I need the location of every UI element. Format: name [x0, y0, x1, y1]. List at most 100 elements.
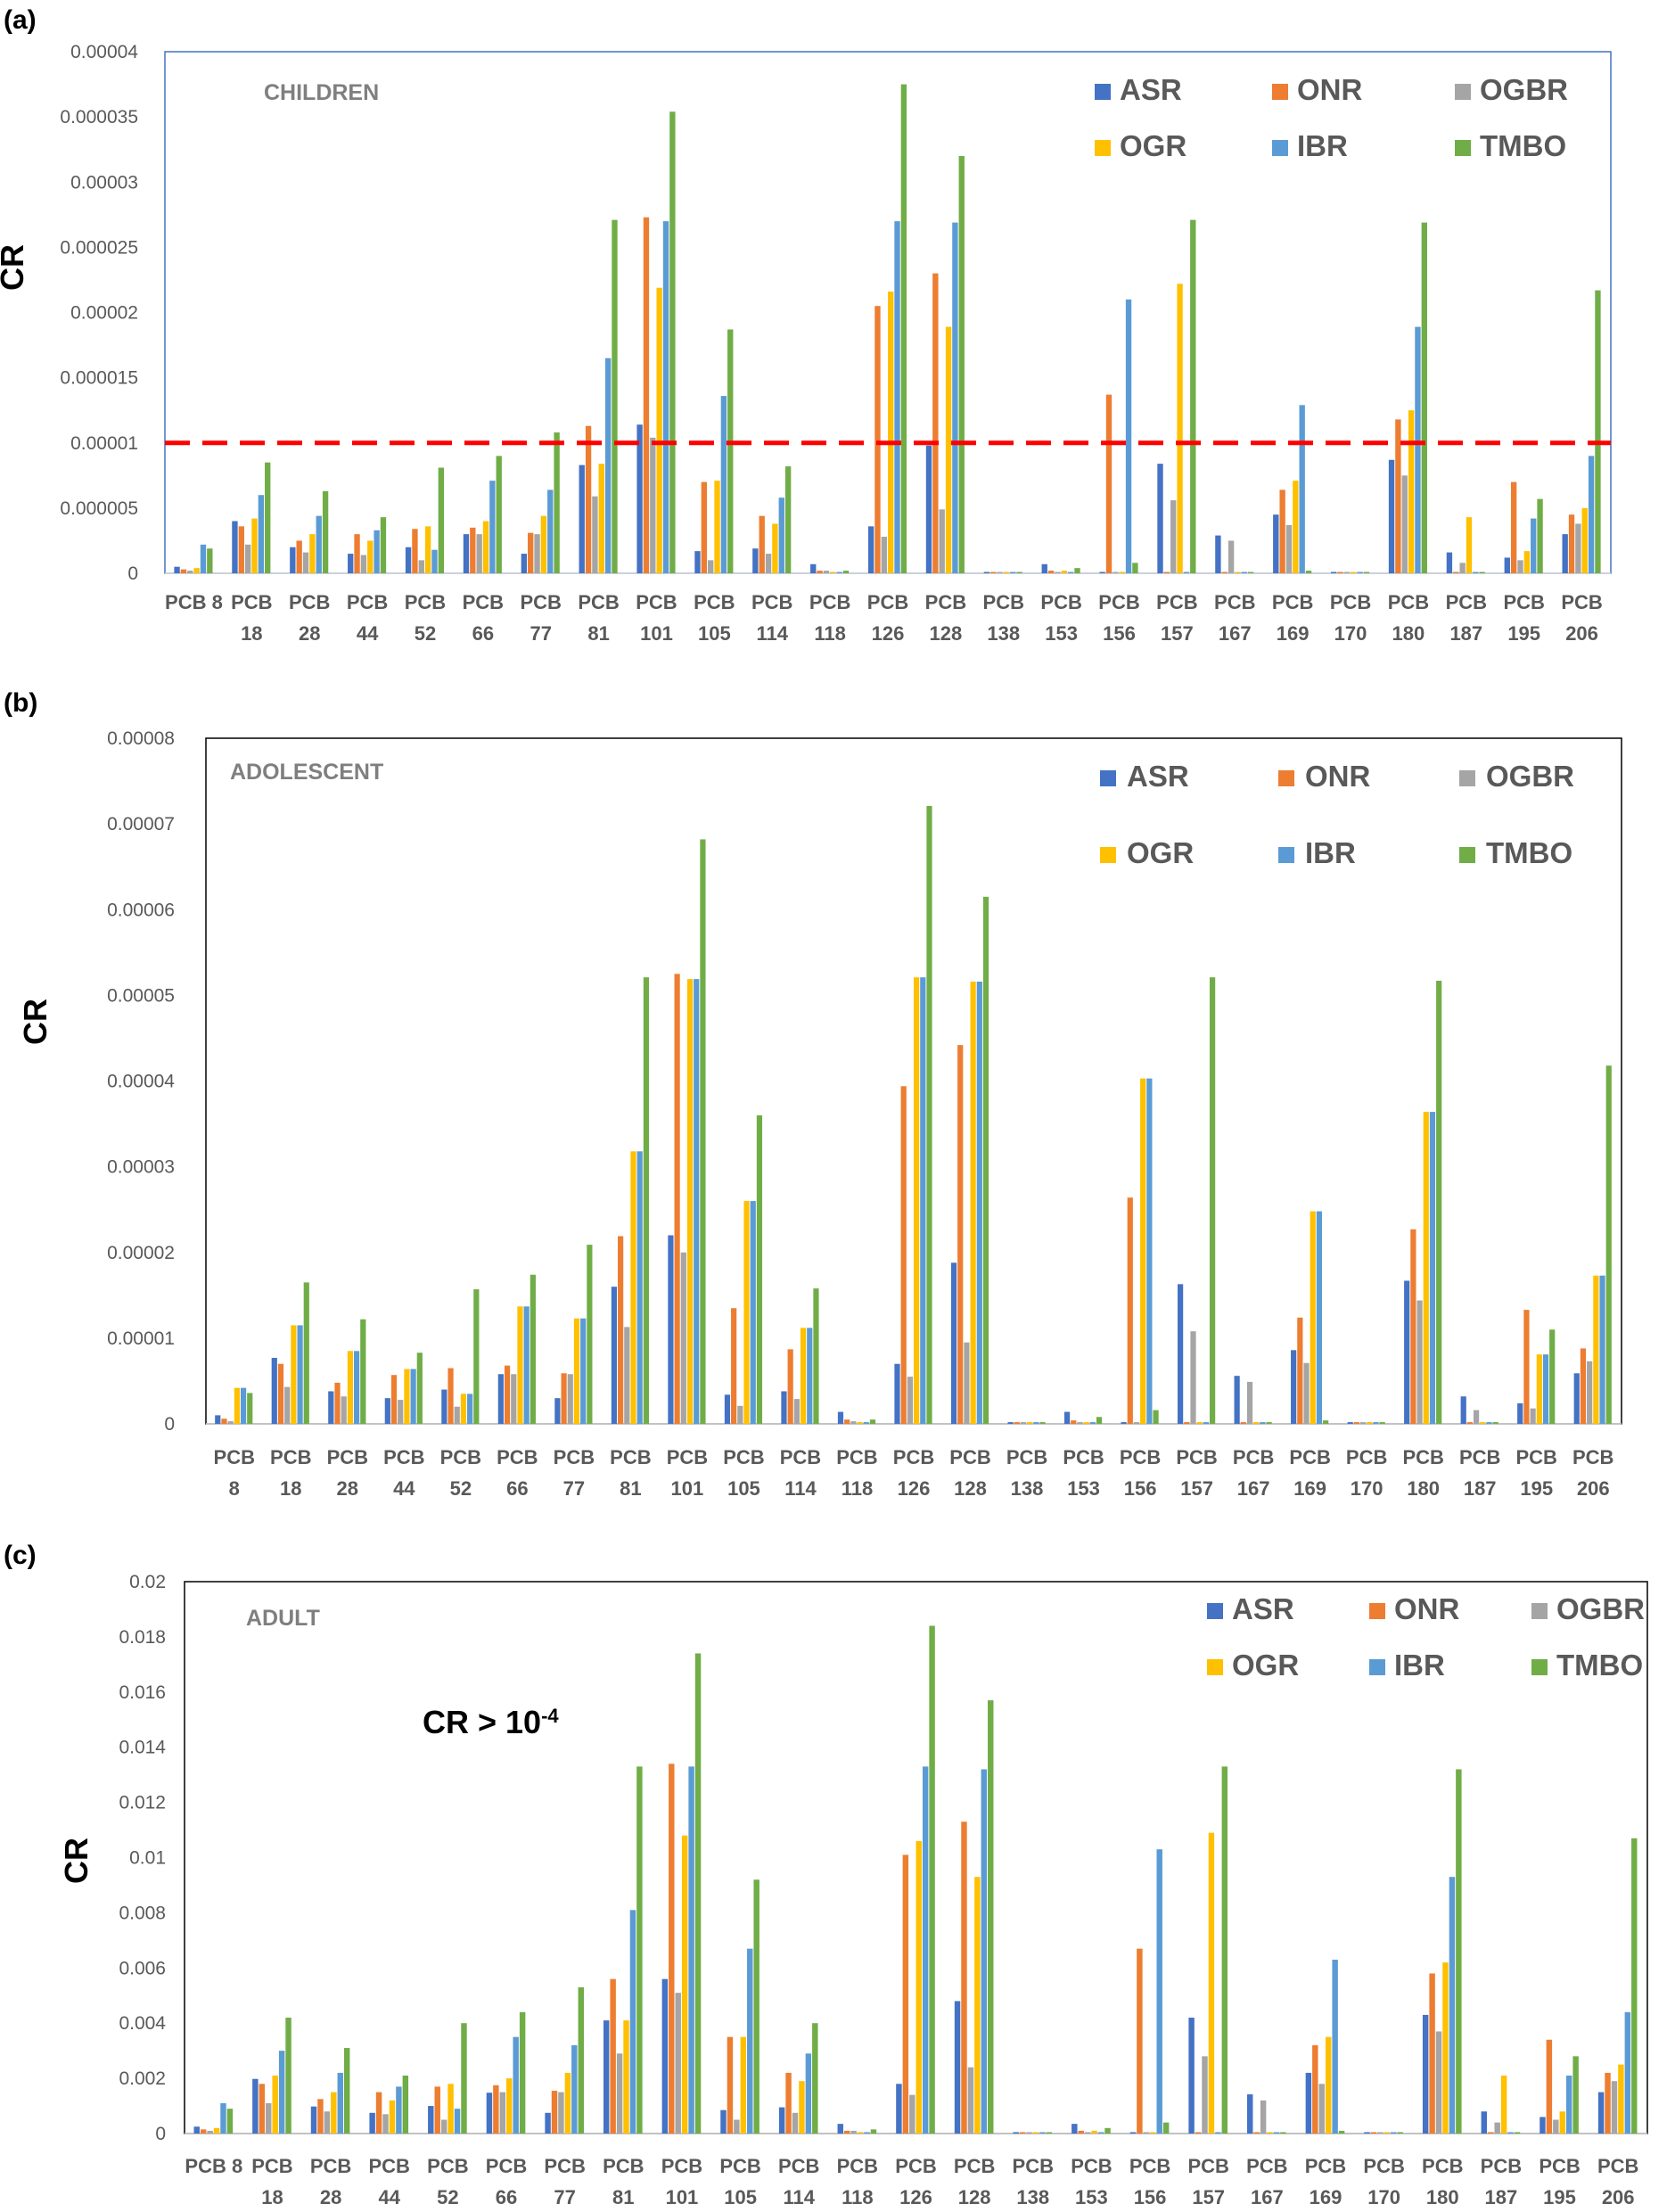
bar-ogr	[1235, 572, 1241, 573]
bar-ogbr	[227, 1421, 234, 1424]
bar-onr	[1510, 481, 1517, 573]
y-tick-label: 0.01	[129, 1848, 166, 1869]
x-tick-label: PCB	[310, 2155, 351, 2177]
bar-tmbo	[988, 1700, 994, 2134]
x-tick-label: PCB	[1561, 591, 1602, 613]
bar-tmbo	[958, 156, 965, 573]
bar-ogr	[1593, 1275, 1599, 1424]
x-tick-label: PCB	[1330, 591, 1371, 613]
bar-ogr	[1032, 2132, 1039, 2134]
bar-asr	[174, 566, 180, 573]
bar-tmbo	[438, 467, 445, 573]
bar-ogbr	[476, 534, 482, 573]
bar-ogr	[1140, 1078, 1146, 1424]
bar-ogr	[656, 287, 662, 573]
bar-onr	[1221, 572, 1228, 573]
bar-ogbr	[907, 1377, 913, 1424]
bar-ogr	[630, 1151, 636, 1424]
chart-title: ADOLESCENT	[230, 760, 383, 785]
bar-tmbo	[1247, 572, 1254, 573]
x-tick-label: 81	[620, 1477, 641, 1500]
bar-ibr	[1373, 1422, 1379, 1424]
bar-ogbr	[499, 2092, 506, 2134]
x-tick-label: 138	[1016, 2186, 1049, 2208]
bar-ogr	[1423, 1112, 1429, 1424]
bar-onr	[1312, 2044, 1318, 2134]
bar-ogr	[1253, 1422, 1260, 1424]
bar-asr	[603, 2020, 610, 2134]
x-tick-label: 128	[954, 1477, 987, 1500]
legend-label-ibr: IBR	[1394, 1649, 1445, 1682]
bar-tmbo	[1104, 2127, 1111, 2134]
bar-tmbo	[530, 1274, 536, 1424]
bar-asr	[521, 554, 528, 573]
bar-ogbr	[1020, 1422, 1027, 1424]
x-tick-label: PCB	[1214, 591, 1255, 613]
x-tick-label: 52	[415, 622, 436, 645]
x-tick-label: 77	[563, 1477, 585, 1500]
x-tick-label: 195	[1507, 622, 1540, 645]
bar-onr	[447, 1368, 454, 1424]
bar-asr	[328, 1391, 334, 1424]
legend-label-ogr: OGR	[1120, 129, 1186, 162]
bar-tmbo	[1190, 219, 1196, 573]
bar-tmbo	[1363, 572, 1370, 573]
legend-label-onr: ONR	[1297, 73, 1363, 106]
bar-tmbo	[926, 805, 932, 1424]
bar-ogr	[1325, 2036, 1332, 2134]
bars	[193, 1625, 1638, 2134]
bar-asr	[1540, 2117, 1546, 2134]
x-tick-label: 169	[1310, 2186, 1342, 2208]
x-tick-label: 18	[241, 622, 262, 645]
bar-onr	[843, 2130, 850, 2134]
y-tick-label: 0.004	[119, 2013, 166, 2034]
bar-onr	[1580, 1348, 1587, 1424]
bar-ogbr	[708, 560, 714, 573]
panel-label: (b)	[4, 688, 37, 718]
bar-ogr	[234, 1387, 240, 1424]
legend: ASR ONR OGBR OGR IBR TMBO	[1207, 1592, 1645, 1682]
bar-onr	[434, 2086, 440, 2134]
bar-ogr	[367, 540, 374, 573]
bar-ibr	[981, 1769, 988, 2134]
bar-ibr	[1429, 1112, 1436, 1424]
bars	[215, 805, 1612, 1424]
bar-ibr	[297, 1325, 303, 1424]
bar-ogbr	[1170, 500, 1177, 573]
bar-ogbr	[1587, 1361, 1593, 1424]
bar-onr	[817, 571, 823, 573]
x-tick-label: 138	[1011, 1477, 1044, 1500]
x-tick-label: PCB	[520, 591, 561, 613]
x-tick-label: PCB	[214, 1446, 255, 1468]
bar-ogbr	[418, 560, 424, 573]
bar-ogr	[573, 1318, 580, 1424]
x-tick-label: PCB	[694, 591, 735, 613]
bar-ibr	[952, 222, 958, 573]
x-tick-label: 170	[1334, 622, 1367, 645]
x-tick-label: PCB	[1063, 1446, 1104, 1468]
bar-ibr	[1241, 572, 1247, 573]
legend-swatch-tmbo	[1455, 140, 1471, 156]
bar-onr	[493, 2085, 499, 2134]
bar-ogr	[1208, 1832, 1215, 2134]
x-tick-label: PCB	[1402, 1446, 1443, 1468]
bar-ibr	[688, 1766, 694, 2134]
x-tick-label: PCB	[1120, 1446, 1161, 1468]
bar-onr	[585, 425, 592, 573]
legend-label-ogbr: OGBR	[1480, 73, 1568, 106]
bar-ibr	[1391, 2132, 1397, 2134]
bar-ogr	[916, 1840, 922, 2134]
legend-swatch-onr	[1369, 1603, 1385, 1619]
bar-ogbr	[823, 571, 830, 573]
bar-ogr	[540, 515, 547, 573]
bar-ogr	[1351, 572, 1357, 573]
bar-ibr	[1449, 1877, 1456, 2134]
bar-onr	[180, 569, 187, 573]
bar-asr	[1121, 1422, 1127, 1424]
legend-label-tmbo: TMBO	[1486, 836, 1572, 869]
bar-tmbo	[1514, 2132, 1521, 2134]
x-tick-label: PCB	[497, 1446, 538, 1468]
x-tick-label: 28	[320, 2186, 341, 2208]
bar-tmbo	[1096, 1417, 1103, 1424]
bar-asr	[1099, 572, 1105, 573]
